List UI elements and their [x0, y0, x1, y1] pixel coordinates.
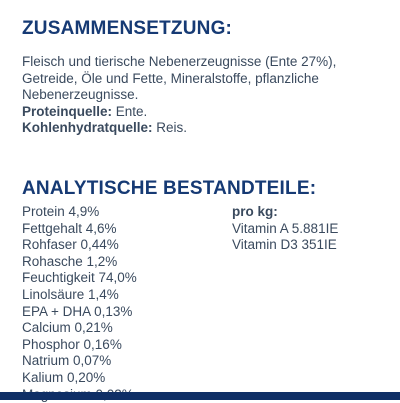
section-title: ZUSAMMENSETZUNG: [22, 18, 233, 39]
composition-text: Fleisch und tierische Nebenerzeugnisse (… [22, 54, 337, 102]
analysis-item: Rohfaser 0,44% [22, 237, 119, 253]
vitamin-item: Vitamin A 5.881IE [232, 220, 339, 236]
analysis-item: Kalium 0,20% [22, 369, 106, 385]
analysis-item: Protein 4,9% [22, 204, 100, 219]
section-title: ANALYTISCHE BESTANDTEILE: [22, 178, 317, 199]
analysis-list: Protein 4,9% Fettgehalt 4,6% Rohfaser 0,44… [22, 204, 137, 403]
analysis-item: Linolsäure 1,4% [22, 286, 119, 302]
carb-line: Kohlenhydratquelle: Reis. [22, 120, 372, 137]
analysis-item: Natrium 0,07% [22, 353, 112, 369]
analysis-item: EPA + DHA 0,13% [22, 303, 133, 319]
analysis-item: Feuchtigkeit 74,0% [22, 270, 137, 286]
analysis-item: Calcium 0,21% [22, 320, 113, 336]
label: Kohlenhydratquelle: [22, 120, 153, 135]
analysis-item: Rohasche 1,2% [22, 253, 118, 269]
footer-bar [0, 392, 400, 400]
value: Ente. [115, 103, 148, 119]
analysis-item: Fettgehalt 4,6% [22, 220, 117, 236]
protein-line: Proteinquelle: Ente. [22, 104, 372, 121]
analysis-item: Phosphor 0,16% [22, 336, 122, 352]
label: pro kg: [232, 204, 278, 219]
composition-block: Fleisch und tierische Nebenerzeugnisse (… [22, 54, 372, 137]
label: Proteinquelle: [22, 103, 113, 119]
vitamin-item: Vitamin D3 351IE [232, 237, 337, 253]
value: Reis. [156, 120, 188, 135]
vitamin-list: pro kg: Vitamin A 5.881IE Vitamin D3 351I… [232, 204, 338, 254]
